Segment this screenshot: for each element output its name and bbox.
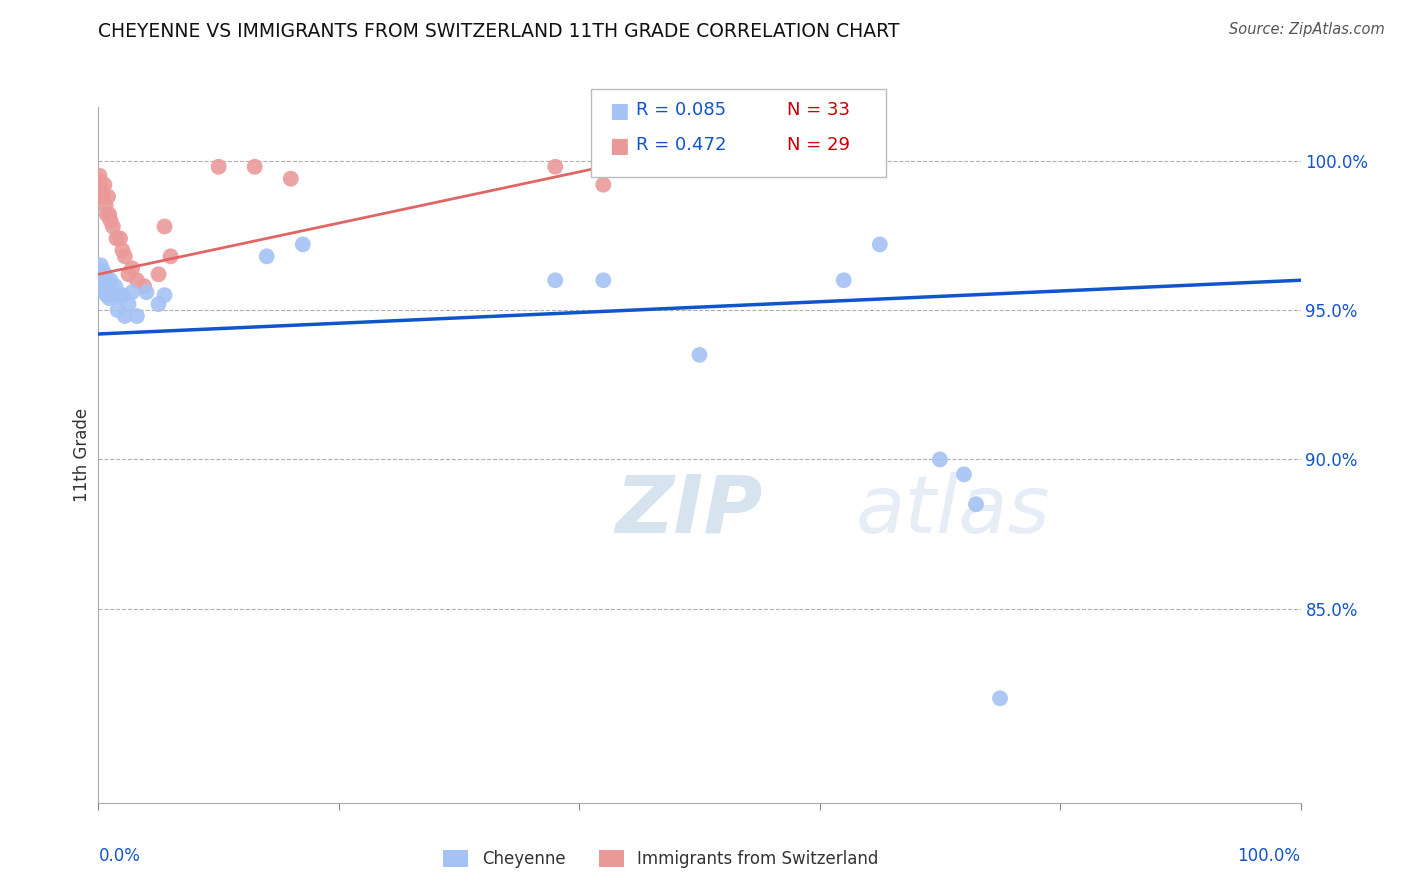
Point: [592, 178, 614, 192]
Point: [544, 160, 567, 174]
Point: [965, 497, 987, 511]
Text: 100.0%: 100.0%: [1237, 847, 1301, 864]
Text: R = 0.085: R = 0.085: [636, 101, 725, 119]
Point: [111, 244, 134, 258]
Point: [153, 219, 176, 234]
Point: [111, 288, 134, 302]
Point: [107, 303, 129, 318]
Point: [96, 288, 118, 302]
Point: [98, 291, 121, 305]
Point: [148, 297, 170, 311]
Point: [153, 288, 176, 302]
Point: [832, 273, 855, 287]
Text: ■: ■: [609, 136, 628, 156]
Point: [108, 288, 131, 302]
Point: [117, 267, 139, 281]
Point: [159, 249, 181, 263]
Text: ■: ■: [609, 101, 628, 120]
Point: [91, 189, 114, 203]
Text: CHEYENNE VS IMMIGRANTS FROM SWITZERLAND 11TH GRADE CORRELATION CHART: CHEYENNE VS IMMIGRANTS FROM SWITZERLAND …: [98, 22, 900, 41]
Point: [91, 264, 114, 278]
Point: [89, 273, 111, 287]
Text: N = 33: N = 33: [787, 101, 851, 119]
Point: [953, 467, 976, 482]
Point: [148, 267, 170, 281]
Text: atlas: atlas: [856, 472, 1050, 549]
Text: R = 0.472: R = 0.472: [636, 136, 725, 154]
Point: [90, 258, 112, 272]
Point: [87, 175, 110, 189]
Point: [256, 249, 278, 263]
Point: [544, 273, 567, 287]
Point: [125, 273, 148, 287]
Point: [104, 279, 127, 293]
Point: [100, 273, 122, 287]
Point: [93, 178, 115, 192]
Point: [125, 309, 148, 323]
Point: [291, 237, 314, 252]
Point: [121, 285, 143, 300]
Point: [114, 309, 136, 323]
Point: [91, 189, 114, 203]
Text: Source: ZipAtlas.com: Source: ZipAtlas.com: [1229, 22, 1385, 37]
Point: [93, 285, 115, 300]
Point: [121, 261, 143, 276]
Point: [108, 231, 131, 245]
Text: N = 29: N = 29: [787, 136, 851, 154]
Point: [114, 249, 136, 263]
Point: [105, 231, 128, 245]
Point: [101, 219, 124, 234]
Text: ZIP: ZIP: [616, 472, 762, 549]
Point: [91, 279, 114, 293]
Point: [117, 297, 139, 311]
Point: [90, 184, 112, 198]
Point: [869, 237, 891, 252]
Point: [243, 160, 266, 174]
Point: [89, 175, 111, 189]
Point: [592, 273, 614, 287]
Point: [135, 285, 157, 300]
Point: [208, 160, 231, 174]
Legend: Cheyenne, Immigrants from Switzerland: Cheyenne, Immigrants from Switzerland: [437, 843, 884, 875]
Point: [94, 198, 117, 212]
Point: [100, 213, 122, 227]
Point: [928, 452, 950, 467]
Y-axis label: 11th Grade: 11th Grade: [73, 408, 91, 502]
Point: [89, 169, 111, 183]
Point: [101, 288, 124, 302]
Point: [97, 189, 120, 203]
Text: 0.0%: 0.0%: [98, 847, 141, 864]
Point: [689, 348, 711, 362]
Point: [132, 279, 155, 293]
Point: [97, 279, 120, 293]
Point: [94, 273, 117, 287]
Point: [280, 171, 302, 186]
Point: [988, 691, 1011, 706]
Point: [98, 208, 121, 222]
Point: [96, 208, 118, 222]
